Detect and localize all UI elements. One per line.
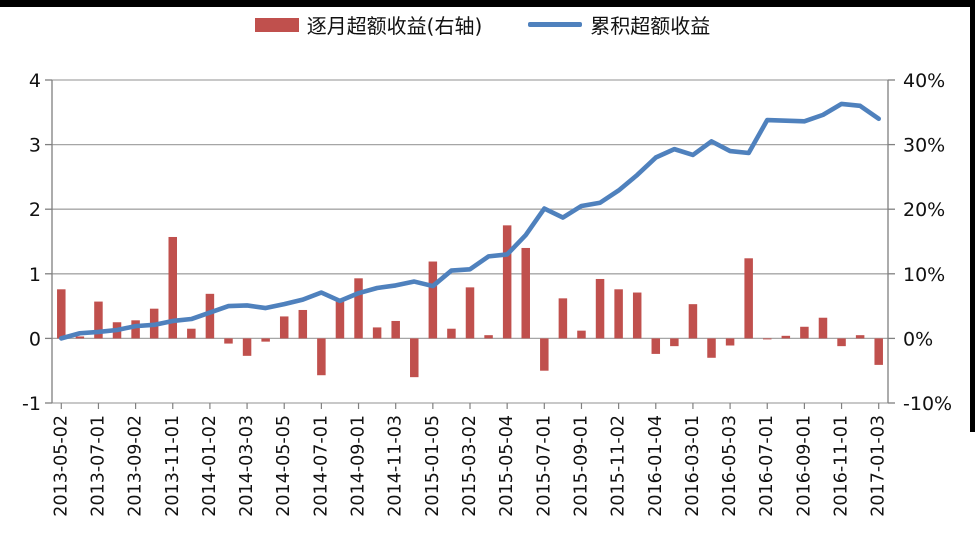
monthly-excess-bar — [131, 320, 140, 339]
left-axis-tick-label: 2 — [29, 199, 41, 221]
x-axis-date-label: 2013-05-02 — [51, 415, 71, 517]
monthly-excess-bar — [874, 338, 883, 365]
x-axis-date-label: 2014-03-03 — [237, 415, 257, 517]
monthly-excess-bar — [632, 292, 642, 339]
x-axis-date-label: 2016-09-01 — [794, 415, 814, 517]
monthly-excess-bar — [837, 338, 846, 347]
monthly-excess-bar — [372, 327, 382, 339]
monthly-excess-bar — [317, 338, 326, 376]
x-axis-date-label: 2016-11-01 — [832, 415, 852, 517]
monthly-excess-bar — [688, 304, 698, 339]
x-axis-date-label: 2016-01-04 — [646, 415, 666, 517]
x-axis-date-label: 2016-05-03 — [720, 415, 740, 517]
monthly-excess-bar — [725, 338, 735, 346]
monthly-excess-bar — [242, 338, 252, 356]
left-axis-tick-label: 0 — [29, 328, 41, 350]
top-border-strip — [0, 0, 975, 7]
x-axis-date-label: 2015-05-04 — [497, 415, 517, 517]
monthly-excess-bar — [205, 293, 215, 339]
left-axis-tick-label: 3 — [29, 135, 41, 157]
x-axis-date-label: 2016-03-01 — [683, 415, 703, 517]
right-axis-tick-label: 40% — [903, 70, 945, 92]
monthly-excess-bar — [410, 338, 419, 378]
monthly-excess-bar — [614, 289, 623, 339]
monthly-excess-bar — [391, 320, 400, 339]
monthly-excess-bar — [651, 338, 661, 354]
monthly-excess-bar — [855, 335, 865, 339]
right-axis-tick-label: 10% — [903, 264, 945, 286]
right-border-strip — [970, 0, 975, 432]
monthly-excess-bar — [484, 335, 493, 339]
monthly-excess-bar — [577, 330, 586, 339]
monthly-excess-bar — [168, 236, 178, 339]
monthly-excess-bar — [707, 338, 716, 358]
x-axis-date-label: 2015-11-02 — [609, 415, 629, 517]
x-axis-date-label: 2014-05-05 — [274, 415, 294, 517]
right-axis-tick-label: 0% — [903, 328, 933, 350]
right-axis-tick-label: 30% — [903, 135, 945, 157]
x-axis-date-label: 2017-01-03 — [869, 415, 889, 517]
monthly-excess-bar — [261, 338, 270, 342]
monthly-excess-bar — [781, 335, 791, 339]
monthly-excess-bar — [354, 278, 363, 339]
x-axis-date-label: 2014-07-01 — [311, 415, 331, 517]
monthly-excess-bar — [279, 316, 289, 339]
monthly-excess-bar — [335, 300, 345, 339]
right-axis-tick-label: -10% — [903, 393, 952, 415]
monthly-excess-bar — [558, 298, 568, 339]
cumulative-excess-line — [58, 101, 882, 341]
x-axis-date-label: 2014-11-03 — [386, 415, 406, 517]
monthly-excess-bar — [670, 338, 679, 347]
legend-item-cumulative-excess: 累积超额收益 — [528, 10, 710, 39]
legend-item-monthly-excess: 逐月超额收益(右轴) — [254, 10, 483, 39]
monthly-excess-bar — [595, 278, 605, 339]
x-axis-date-label: 2015-07-01 — [534, 415, 554, 517]
monthly-excess-bar — [94, 301, 103, 339]
left-axis-tick-label: 1 — [29, 264, 41, 286]
monthly-excess-bar — [224, 338, 233, 344]
left-axis-tick-label: 4 — [29, 70, 41, 92]
x-axis-date-label: 2013-11-01 — [163, 415, 183, 517]
monthly-excess-bar — [75, 336, 85, 339]
legend-label-monthly-excess: 逐月超额收益(右轴) — [306, 14, 483, 38]
legend-label-cumulative-excess: 累积超额收益 — [590, 14, 711, 38]
monthly-excess-bar — [428, 261, 438, 339]
monthly-excess-bar — [521, 247, 530, 339]
x-axis-date-label: 2016-07-01 — [757, 415, 777, 517]
x-axis-date-label: 2014-01-02 — [200, 415, 220, 517]
x-axis-date-label: 2013-09-02 — [126, 415, 146, 517]
monthly-excess-bar — [298, 309, 308, 339]
x-axis-date-label: 2015-01-05 — [423, 415, 443, 517]
x-axis-date-label: 2013-07-01 — [88, 415, 108, 517]
bar-series-swatch-icon — [254, 17, 299, 32]
monthly-excess-bar — [187, 328, 196, 339]
monthly-excess-bar — [540, 338, 549, 371]
x-axis-date-label: 2015-09-01 — [571, 415, 591, 517]
right-axis-tick-label: 20% — [903, 199, 945, 221]
monthly-excess-bar — [447, 328, 456, 339]
monthly-excess-bar — [800, 326, 809, 339]
x-axis-date-label: 2015-03-02 — [460, 415, 480, 517]
monthly-excess-bar — [465, 287, 475, 339]
left-axis-tick-label: -1 — [22, 393, 41, 415]
monthly-excess-bar — [762, 338, 772, 340]
monthly-excess-bar — [744, 258, 753, 339]
x-axis-date-label: 2014-09-01 — [349, 415, 369, 517]
monthly-excess-bar — [57, 289, 66, 339]
monthly-excess-bar — [502, 225, 512, 339]
line-series-swatch-icon — [528, 22, 583, 27]
chart-legend: 逐月超额收益(右轴) 累积超额收益 — [0, 10, 965, 39]
monthly-excess-bar — [818, 317, 828, 339]
